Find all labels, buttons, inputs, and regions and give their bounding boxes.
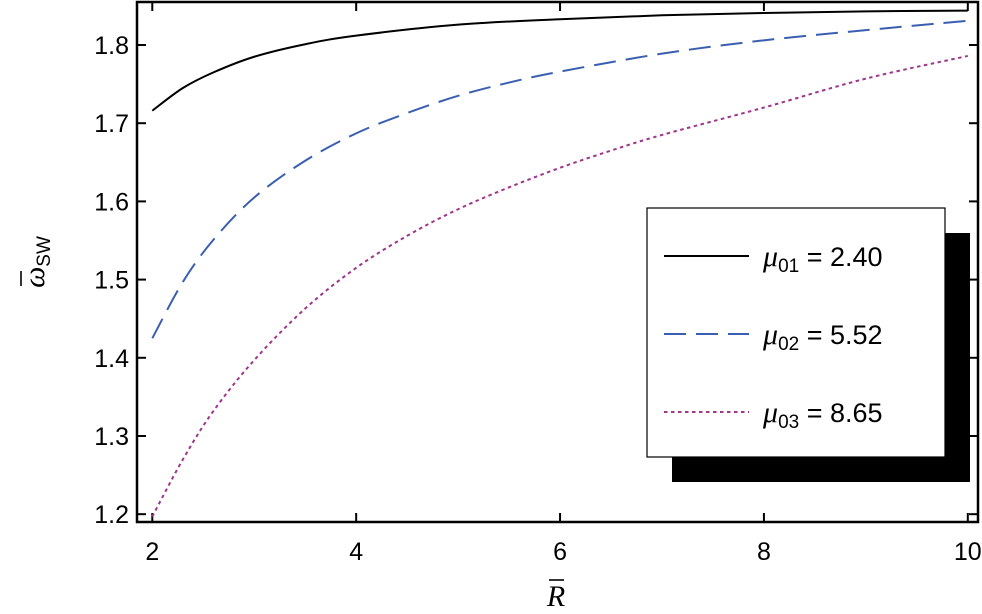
x-tick-label: 2 [145, 538, 159, 566]
series-lines [151, 9, 969, 518]
legend-mu-subscript: 02 [778, 334, 799, 355]
legend-mu-symbol: μ [762, 240, 778, 273]
legend-label-1: μ01 = 2.40 [762, 240, 883, 277]
y-axis-label-subscript: SW [34, 236, 55, 267]
x-tick-label: 10 [954, 538, 982, 566]
y-axis-label-symbol: ω [18, 267, 51, 288]
y-tick-label: 1.5 [94, 267, 129, 295]
legend-label-2: μ02 = 5.52 [762, 318, 883, 355]
x-axis-label-text: R [546, 580, 565, 613]
legend-label-3: μ03 = 8.65 [762, 396, 883, 433]
y-tick-label: 1.4 [94, 345, 129, 373]
x-tick-label: 6 [553, 538, 567, 566]
legend-mu-subscript: 03 [778, 412, 799, 433]
legend-value: = 8.65 [799, 398, 882, 428]
legend-mu-symbol: μ [762, 318, 778, 351]
x-tick-label: 4 [349, 538, 363, 566]
y-tick-label: 1.6 [94, 188, 129, 216]
legend-mu-subscript: 01 [778, 256, 799, 277]
y-tick-label: 1.8 [94, 32, 129, 60]
y-tick-label: 1.2 [94, 501, 129, 529]
legend-mu-symbol: μ [762, 396, 778, 429]
axis-ticks: 2 4 6 8 10 1.2 1.3 1.4 1.5 1.6 1.7 1.8 [94, 2, 982, 566]
legend-value: = 2.40 [799, 242, 882, 272]
series-line-1 [151, 9, 968, 112]
series-line-3 [151, 54, 969, 518]
y-axis-label-text: ωSW [18, 236, 55, 288]
plot-frame [135, 0, 980, 524]
legend-box [646, 207, 946, 458]
x-axis-label: R [546, 579, 565, 613]
y-tick-label: 1.7 [94, 110, 129, 138]
series-line-2 [151, 19, 968, 339]
y-axis-label: ωSW [18, 236, 55, 288]
x-tick-label: 8 [757, 538, 771, 566]
y-tick-label: 1.3 [94, 423, 129, 451]
legend-value: = 5.52 [799, 320, 882, 350]
